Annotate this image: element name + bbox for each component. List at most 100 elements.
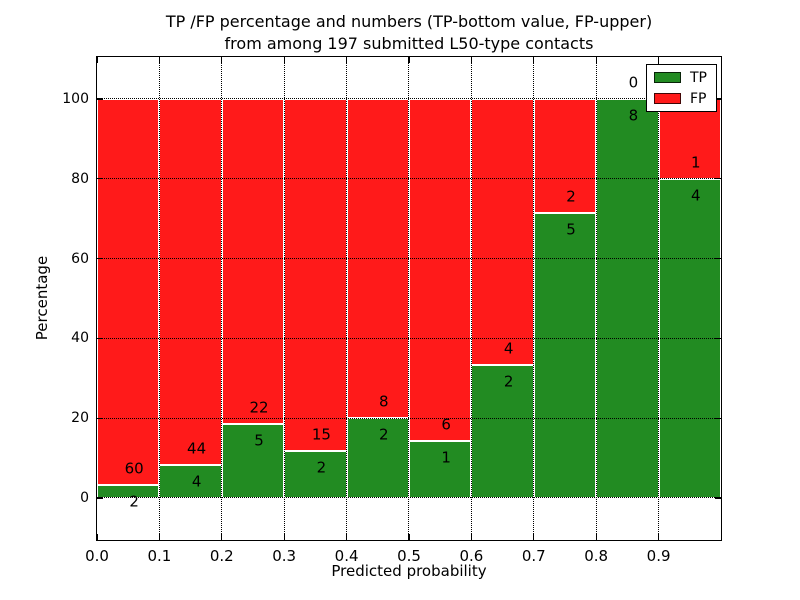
- grid-line-x: [345, 57, 347, 540]
- bar-count-label-fp: 15: [311, 425, 331, 444]
- x-tick-label: 0.0: [85, 547, 109, 565]
- x-tick: [408, 534, 410, 540]
- bar-count-label-tp: 5: [566, 220, 576, 239]
- bar-segment-tp: [346, 418, 409, 499]
- x-axis-label: Predicted probability: [331, 562, 487, 580]
- x-tick-label: 0.4: [334, 547, 359, 565]
- bar-segment-fp: [409, 98, 472, 442]
- chart-title-line2: from among 197 submitted L50-type contac…: [224, 34, 594, 53]
- grid-line-x: [283, 57, 285, 540]
- x-tick: [346, 534, 348, 540]
- grid-line-x: [533, 57, 535, 540]
- bar-count-label-tp: 2: [503, 372, 514, 391]
- legend-swatch-fp: [654, 93, 681, 104]
- y-axis-label: Percentage: [33, 255, 51, 341]
- grid-line-x: [96, 57, 98, 540]
- bar-segment-tp: [221, 424, 285, 499]
- chart-title-line1: TP /FP percentage and numbers (TP-bottom…: [165, 12, 653, 31]
- x-tick: [658, 534, 660, 540]
- x-tick-top: [658, 57, 660, 63]
- x-tick: [533, 534, 535, 540]
- legend-label-fp: FP: [690, 90, 707, 107]
- x-tick: [221, 534, 223, 540]
- x-tick-label: 0.8: [584, 547, 609, 565]
- x-tick: [595, 534, 597, 540]
- x-tick-label: 0.7: [521, 547, 546, 565]
- x-tick-label: 0.1: [147, 547, 172, 565]
- x-tick: [96, 534, 98, 540]
- x-tick: [470, 534, 473, 540]
- bar-count-label-fp: 44: [187, 439, 207, 458]
- x-tick-top: [221, 57, 223, 63]
- bar-segment-fp: [533, 98, 597, 213]
- legend-entry-fp: FP: [654, 92, 716, 106]
- y-tick-right: [715, 337, 721, 340]
- legend-swatch-tp: [654, 72, 681, 83]
- bar-segment-fp: [159, 98, 222, 465]
- bar-count-label-fp: 0: [628, 73, 639, 92]
- bar-segment-fp: [471, 98, 534, 366]
- y-tick: [97, 417, 103, 419]
- grid-line-x: [595, 57, 597, 540]
- x-tick-top: [346, 57, 348, 63]
- bar-count-label-tp: 1: [441, 448, 451, 467]
- bar-count-label-fp: 6: [441, 415, 451, 434]
- y-tick: [97, 178, 103, 180]
- x-tick-top: [595, 57, 597, 63]
- x-tick-top: [283, 57, 285, 63]
- x-tick-label: 0.9: [646, 547, 671, 565]
- bar-count-label-tp: 2: [379, 425, 389, 444]
- grid-line-x: [221, 57, 223, 540]
- grid-line-x: [408, 57, 410, 540]
- bar-count-label-fp: 22: [249, 398, 269, 417]
- y-tick-label: 100: [62, 90, 89, 107]
- bar-count-label-fp: 4: [503, 339, 514, 358]
- y-tick-label: 60: [71, 250, 89, 267]
- bar-count-label-tp: 2: [316, 458, 327, 477]
- x-tick-top: [408, 57, 410, 63]
- bar-count-label-fp: 2: [566, 187, 576, 206]
- bar-segment-tp: [471, 365, 534, 499]
- x-tick-top: [533, 57, 535, 63]
- bar-count-label-tp: 8: [628, 106, 639, 125]
- grid-line-x: [657, 57, 659, 540]
- bar-count-label-fp: 60: [124, 459, 144, 478]
- y-tick-label: 20: [71, 410, 89, 427]
- y-tick: [97, 497, 103, 499]
- legend-label-tp: TP: [690, 69, 707, 86]
- bar-count-label-fp: 1: [691, 153, 701, 172]
- bar-segment-tp: [533, 212, 597, 499]
- bar-segment-fp: [284, 98, 347, 452]
- x-tick-label: 0.3: [272, 547, 297, 565]
- x-tick-label: 0.5: [397, 547, 421, 565]
- y-tick-right: [715, 417, 721, 419]
- bar-count-label-tp: 2: [129, 492, 139, 511]
- grid-line-x: [470, 57, 472, 540]
- legend-entry-tp: TP: [654, 71, 716, 85]
- y-tick-right: [715, 257, 721, 260]
- bar-segment-tp: [159, 464, 222, 499]
- y-tick: [97, 337, 103, 340]
- x-tick-label: 0.2: [209, 547, 234, 565]
- x-tick-top: [158, 57, 161, 63]
- bar-segment-tp: [284, 451, 347, 499]
- y-tick-label: 80: [71, 170, 89, 187]
- bar-segment-tp: [596, 98, 659, 499]
- bar-segment-fp: [658, 98, 721, 179]
- y-tick-label: 40: [71, 330, 89, 347]
- legend: TP FP: [646, 64, 717, 112]
- x-tick-top: [96, 57, 98, 63]
- bar-segment-fp: [221, 98, 285, 425]
- bar-segment-fp: [97, 98, 160, 486]
- bar-count-label-tp: 4: [691, 186, 701, 204]
- y-tick-right: [715, 98, 721, 100]
- grid-line-x: [158, 57, 160, 540]
- x-tick-label: 0.6: [459, 547, 484, 565]
- x-tick: [158, 534, 161, 540]
- x-tick-top: [470, 57, 473, 63]
- bar-count-label-tp: 5: [254, 431, 264, 450]
- y-tick: [97, 257, 103, 260]
- bar-segment-tp: [409, 441, 472, 499]
- bar-count-label-tp: 4: [191, 472, 202, 491]
